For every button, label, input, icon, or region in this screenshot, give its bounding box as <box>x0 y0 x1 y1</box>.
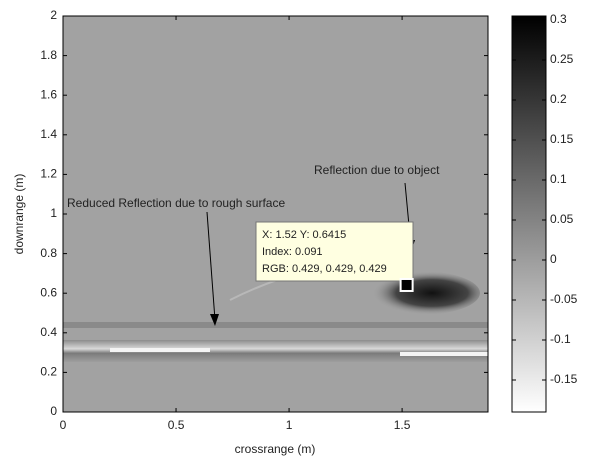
y-tick-label: 2 <box>50 8 57 22</box>
colorbar-tick-label: -0.05 <box>550 292 578 306</box>
image-feature <box>63 322 488 328</box>
colorbar <box>512 16 546 412</box>
y-tick-label: 0.2 <box>40 365 57 379</box>
colorbar-tick-label: 0.2 <box>550 92 567 106</box>
y-tick-label: 0.6 <box>40 285 57 299</box>
colorbar-tick-label: 0.3 <box>550 12 567 26</box>
datatip-text: RGB: 0.429, 0.429, 0.429 <box>262 263 387 275</box>
page: {"chart_data": {"type": "image", "xlabel… <box>0 0 592 459</box>
y-tick-label: 0.8 <box>40 246 57 260</box>
y-tick-label: 1.6 <box>40 87 57 101</box>
colorbar-tick-label: 0.15 <box>550 132 574 146</box>
y-axis-label: downrange (m) <box>12 174 26 255</box>
datatip-text: Index: 0.091 <box>262 246 323 258</box>
x-tick-label: 0.5 <box>168 418 185 432</box>
y-tick-label: 1.8 <box>40 48 57 62</box>
y-tick-label: 1.2 <box>40 167 57 181</box>
x-tick-label: 0 <box>60 418 67 432</box>
x-tick-label: 1.5 <box>394 418 411 432</box>
colorbar-tick-label: 0.05 <box>550 212 574 226</box>
y-tick-label: 1.4 <box>40 127 57 141</box>
y-tick-label: 1 <box>50 206 57 220</box>
colorbar-tick-label: 0.1 <box>550 172 567 186</box>
x-tick-label: 1 <box>286 418 293 432</box>
y-tick-label: 0 <box>50 404 57 418</box>
colorbar-tick-label: -0.15 <box>550 372 578 386</box>
datatip: X: 1.52 Y: 0.6415 Index: 0.091 RGB: 0.429,… <box>256 222 413 291</box>
image-feature <box>110 348 210 352</box>
x-axis-label: crossrange (m) <box>235 442 316 456</box>
datatip-marker <box>401 279 413 291</box>
image-feature <box>400 352 488 356</box>
annotation: Reflection due to object <box>314 163 440 177</box>
datatip-text: X: 1.52 Y: 0.6415 <box>262 229 346 241</box>
image <box>63 16 488 412</box>
colorbar-tick-label: 0.25 <box>550 52 574 66</box>
annotation: Reduced Reflection due to rough surface <box>67 196 285 210</box>
chart: crossrange (m) downrange (m) Reflection … <box>0 0 592 459</box>
y-tick-label: 0.4 <box>40 325 57 339</box>
colorbar-tick-label: 0 <box>550 252 557 266</box>
colorbar-tick-label: -0.1 <box>550 332 571 346</box>
